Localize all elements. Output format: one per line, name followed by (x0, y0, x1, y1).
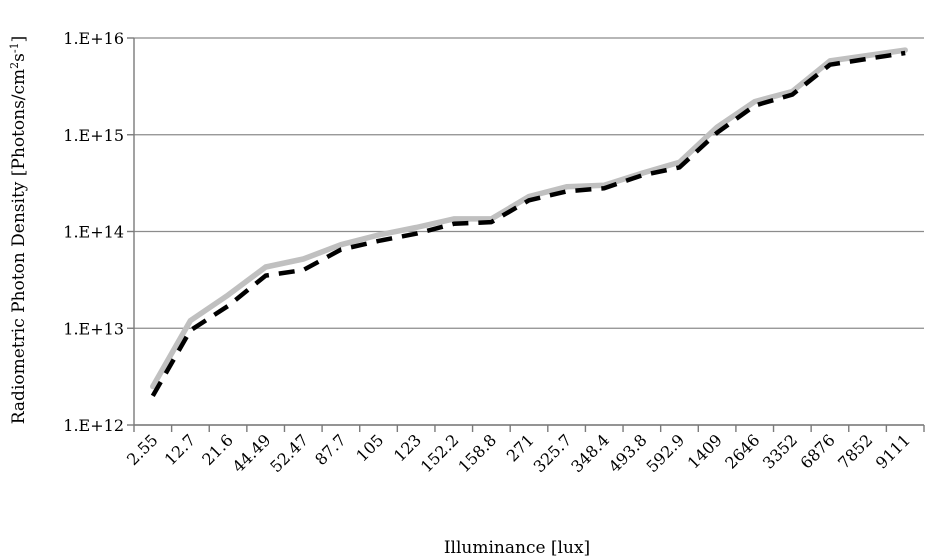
x-tick-label-4: 52.47 (266, 430, 312, 476)
x-tick-label-12: 348.4 (567, 430, 613, 476)
series-line-dashed (150, 50, 906, 398)
y-axis-title-main: Radiometric Photon Density [Photons/cm (9, 69, 29, 424)
x-tick-label-1: 12.7 (161, 430, 200, 469)
x-tick-label-19: 7852 (834, 430, 876, 472)
x-tick-label-18: 6876 (797, 430, 839, 472)
y-axis-title-mid: s (9, 53, 29, 62)
x-tick-label-3: 44.49 (229, 430, 275, 476)
y-tick-label-2: 1.E+14 (63, 223, 124, 242)
x-tick-label-15: 1409 (684, 430, 726, 472)
x-tick-label-5: 87.7 (311, 430, 350, 469)
x-tick-label-6: 105 (352, 430, 387, 465)
x-tick-label-8: 152.2 (417, 430, 463, 476)
x-tick-label-20: 9111 (872, 430, 914, 472)
x-tick-label-13: 493.8 (605, 430, 651, 476)
y-tick-label-1: 1.E+13 (63, 319, 124, 338)
x-tick-label-17: 3352 (759, 430, 801, 472)
series-line-solid (150, 47, 908, 390)
x-tick-label-14: 592.9 (642, 430, 688, 476)
x-tick-label-0: 2.55 (123, 430, 162, 469)
x-tick-label-11: 325.7 (530, 430, 576, 476)
x-tick-label-16: 2646 (721, 430, 763, 472)
y-axis-title: Radiometric Photon Density [Photons/cm2s… (8, 36, 29, 425)
y-tick-label-0: 1.E+12 (63, 416, 124, 435)
x-axis-title: Illuminance [lux] (444, 538, 590, 558)
y-axis-title-sup-1: 2 (8, 62, 21, 69)
y-tick-label-4: 1.E+16 (63, 29, 124, 48)
y-tick-label-3: 1.E+15 (63, 126, 124, 145)
x-tick-label-9: 158.8 (454, 430, 500, 476)
grid-lines (133, 37, 924, 426)
y-tick-labels: 1.E+12 1.E+13 1.E+14 1.E+15 1.E+16 (63, 29, 134, 435)
series-lines (150, 47, 908, 398)
y-axis-title-end: ] (9, 36, 29, 43)
y-axis-title-sup-2: -1 (8, 42, 21, 53)
